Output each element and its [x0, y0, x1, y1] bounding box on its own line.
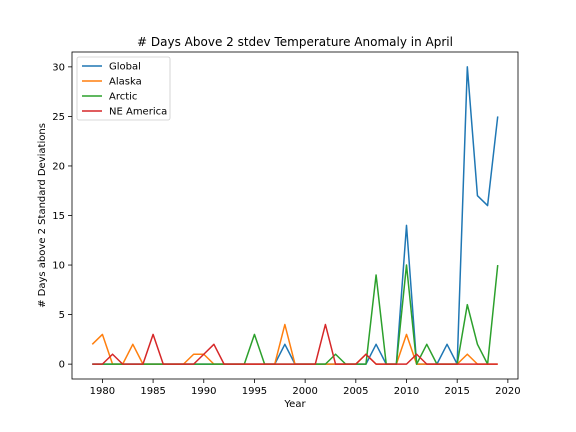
y-tick-label: 30: [52, 62, 65, 73]
legend-label-arctic: Arctic: [109, 92, 137, 103]
y-tick-label: 10: [52, 261, 65, 272]
legend-label-alaska: Alaska: [109, 77, 142, 88]
x-axis: 1980 1985 1990 1995 2000 2005 2010 2015 2020: [90, 379, 521, 397]
series-layer: [91, 66, 499, 365]
y-tick-label: 25: [52, 112, 65, 123]
series-line-ne-america: [92, 323, 498, 365]
x-tick-label: 2010: [394, 386, 419, 397]
legend-label-global: Global: [109, 62, 141, 73]
x-tick-label: 2005: [343, 386, 368, 397]
x-tick-label: 2000: [292, 386, 317, 397]
y-tick-label: 0: [59, 360, 65, 371]
y-axis-title: # Days above 2 Standard Deviations: [37, 123, 48, 308]
x-axis-title: Year: [283, 399, 306, 410]
y-tick-label: 15: [52, 211, 65, 222]
y-tick-label: 5: [59, 310, 65, 321]
legend: Global Alaska Arctic NE America: [76, 56, 171, 121]
x-tick-label: 2020: [495, 386, 520, 397]
x-tick-label: 1995: [242, 386, 267, 397]
x-tick-label: 2015: [444, 386, 469, 397]
x-tick-label: 1980: [90, 386, 115, 397]
x-tick-label: 1985: [140, 386, 165, 397]
y-axis: 0 5 10 15 20 25 30: [52, 62, 72, 371]
chart-title: # Days Above 2 stdev Temperature Anomaly…: [137, 35, 453, 49]
legend-label-ne-america: NE America: [109, 107, 167, 118]
legend-box: [76, 56, 171, 121]
y-tick-label: 20: [52, 161, 65, 172]
x-tick-label: 1990: [191, 386, 216, 397]
